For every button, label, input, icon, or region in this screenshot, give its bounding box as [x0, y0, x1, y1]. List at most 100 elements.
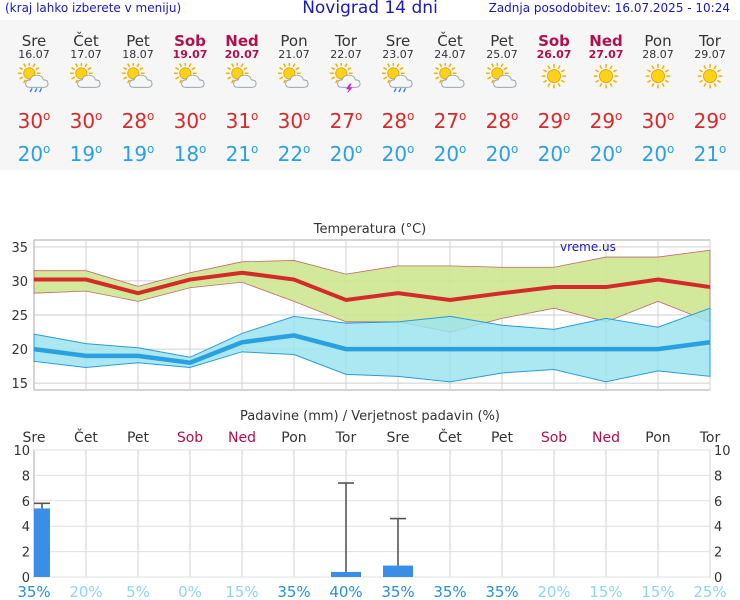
sun-cloud-rain-icon — [18, 63, 49, 93]
rain-day-label: Pon — [645, 430, 670, 446]
sun-cloud-storm-icon — [330, 63, 361, 93]
sun-icon — [593, 63, 619, 89]
rain-probability: 5% — [126, 583, 150, 600]
max-temp: 29o — [693, 109, 727, 133]
rain-ytick-right: 10 — [714, 444, 731, 459]
min-temp: 21o — [225, 142, 259, 166]
rain-ytick-right: 6 — [714, 495, 722, 510]
rain-ytick-left: 2 — [22, 546, 30, 561]
day-column: Pon 28.07 30o 20o — [632, 20, 684, 166]
max-temp: 29o — [537, 109, 571, 133]
temp-ytick-label: 30 — [11, 275, 28, 290]
day-date: 29.07 — [694, 48, 726, 61]
day-column: Ned 20.07 31o 21o — [216, 20, 268, 166]
day-name: Sob — [538, 32, 570, 50]
day-date: 28.07 — [642, 48, 674, 61]
rain-bar — [383, 565, 413, 577]
day-column: Čet 24.07 27o 20o — [424, 20, 476, 166]
min-temp: 20o — [329, 142, 363, 166]
day-column: Čet 17.07 30o 19o — [60, 20, 112, 166]
rain-probability: 35% — [381, 583, 414, 600]
day-column: Pon 21.07 30o 22o — [268, 20, 320, 166]
day-name: Čet — [437, 32, 463, 50]
rain-ytick-right: 4 — [714, 520, 722, 535]
rain-probability: 0% — [178, 583, 202, 600]
rain-probability: 15% — [225, 583, 258, 600]
day-column: Pet 25.07 28o 20o — [476, 20, 528, 166]
rain-ytick-left: 8 — [22, 469, 30, 484]
rain-day-label: Sob — [541, 430, 567, 446]
day-name: Sre — [385, 32, 411, 50]
day-name: Ned — [589, 32, 623, 50]
min-temp: 20o — [17, 142, 51, 166]
day-column: Ned 27.07 29o 20o — [580, 20, 632, 166]
rain-day-label: Sre — [387, 430, 410, 446]
max-temp: 30o — [277, 109, 311, 133]
max-temp: 27o — [329, 109, 363, 133]
day-name: Tor — [335, 32, 357, 50]
max-temp: 30o — [17, 109, 51, 133]
sun-cloud-icon — [226, 63, 257, 88]
rain-probability: 25% — [693, 583, 726, 600]
min-temp: 18o — [173, 142, 207, 166]
min-temp: 20o — [433, 142, 467, 166]
rain-day-label: Sre — [23, 430, 46, 446]
rain-bar — [331, 571, 361, 577]
day-name: Pet — [490, 32, 514, 50]
sun-icon — [645, 63, 671, 89]
day-name: Čet — [73, 32, 99, 50]
day-date: 26.07 — [536, 48, 572, 61]
temp-ytick-label: 20 — [11, 343, 28, 358]
sun-icon — [541, 63, 567, 89]
rain-probability: 15% — [641, 583, 674, 600]
sun-cloud-icon — [70, 63, 101, 88]
sun-cloud-icon — [278, 63, 309, 88]
day-column: Tor 29.07 29o 21o — [684, 20, 736, 166]
max-temp: 30o — [641, 109, 675, 133]
sun-cloud-icon — [122, 63, 153, 88]
rain-probability: 15% — [589, 583, 622, 600]
min-temp-line — [33, 333, 711, 366]
temp-ytick-label: 25 — [11, 309, 28, 324]
rain-chart-title: Padavine (mm) / Verjetnost padavin (%) — [240, 409, 500, 424]
day-name: Ned — [225, 32, 259, 50]
temperature-chart: Temperatura (°C) 15 20 25 30 35 vreme.us — [11, 222, 711, 392]
max-temp: 31o — [225, 109, 259, 133]
location-menu-note[interactable]: (kraj lahko izberete v meniju) — [5, 1, 182, 15]
rain-probability: 35% — [277, 583, 310, 600]
rain-probability: 40% — [329, 583, 362, 600]
min-temp: 22o — [277, 142, 311, 166]
day-date: 17.07 — [70, 48, 102, 61]
min-temp: 20o — [537, 142, 571, 166]
day-date: 22.07 — [330, 48, 362, 61]
temp-ytick-label: 35 — [11, 241, 28, 256]
max-temp: 28o — [485, 109, 519, 133]
day-date: 18.07 — [122, 48, 154, 61]
last-update: Zadnja posodobitev: 16.07.2025 - 10:24 — [488, 1, 730, 15]
page-title: Novigrad 14 dni — [302, 0, 438, 18]
daily-forecast-strip: Sre 16.07 30o 20o Čet 17.07 30o 19o Pet 18.07 28o 1… — [0, 20, 740, 170]
min-temp: 20o — [485, 142, 519, 166]
day-date: 20.07 — [224, 48, 260, 61]
temp-chart-title: Temperatura (°C) — [313, 222, 426, 237]
rain-plot-area — [33, 449, 711, 578]
rain-day-label: Čet — [438, 428, 462, 446]
rain-day-label: Tor — [335, 430, 357, 446]
min-temp: 20o — [641, 142, 675, 166]
rain-day-label: Sob — [177, 430, 203, 446]
min-temp: 21o — [693, 142, 727, 166]
day-name: Pon — [280, 32, 308, 50]
rain-ytick-left: 0 — [22, 571, 30, 586]
rain-ytick-left: 4 — [22, 520, 30, 535]
day-column: Sre 16.07 30o 20o — [8, 20, 60, 166]
rain-probability: 35% — [17, 583, 50, 600]
day-date: 19.07 — [172, 48, 208, 61]
rain-day-label: Pet — [127, 430, 150, 446]
page-header: (kraj lahko izberete v meniju) Novigrad … — [0, 0, 740, 18]
rain-day-label: Ned — [592, 430, 620, 446]
rain-day-label: Tor — [699, 430, 721, 446]
precipitation-chart: Padavine (mm) / Verjetnost padavin (%) Sr… — [13, 409, 731, 600]
max-temp: 29o — [589, 109, 623, 133]
min-temp: 19o — [69, 142, 103, 166]
day-date: 21.07 — [278, 48, 310, 61]
